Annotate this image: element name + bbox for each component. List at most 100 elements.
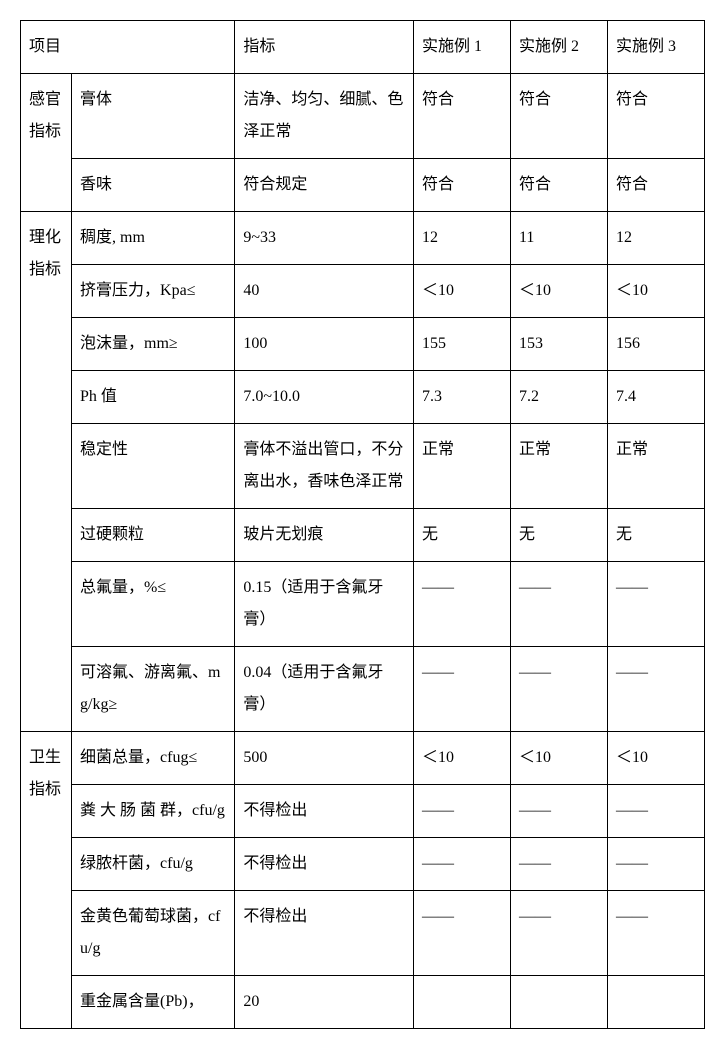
- cell-item: 香味: [72, 159, 235, 212]
- cell-ex2: 符合: [510, 159, 607, 212]
- cell-std: 9~33: [235, 212, 414, 265]
- cell-std: 500: [235, 732, 414, 785]
- cell-ex3: ＜10: [607, 265, 704, 318]
- row-pressure: 挤膏压力，Kpa≤ 40 ＜10 ＜10 ＜10: [21, 265, 705, 318]
- cell-ex1: 正常: [414, 424, 511, 509]
- cell-ex1: ——: [414, 891, 511, 976]
- cell-ex3: ＜10: [607, 732, 704, 785]
- cell-item: Ph 值: [72, 371, 235, 424]
- cell-std: 膏体不溢出管口，不分离出水，香味色泽正常: [235, 424, 414, 509]
- cell-ex2: ——: [510, 562, 607, 647]
- cell-std: 0.04（适用于含氟牙膏）: [235, 647, 414, 732]
- cell-ex3: 符合: [607, 74, 704, 159]
- cell-item: 总氟量，%≤: [72, 562, 235, 647]
- cell-ex1: ——: [414, 647, 511, 732]
- row-pseudo: 绿脓杆菌，cfu/g 不得检出 —— —— ——: [21, 838, 705, 891]
- cell-std: 符合规定: [235, 159, 414, 212]
- cell-ex1: ＜10: [414, 732, 511, 785]
- cell-item: 细菌总量，cfug≤: [72, 732, 235, 785]
- cell-ex2: 153: [510, 318, 607, 371]
- row-hardparticle: 过硬颗粒 玻片无划痕 无 无 无: [21, 509, 705, 562]
- header-project: 项目: [21, 21, 235, 74]
- cell-std: 40: [235, 265, 414, 318]
- spec-table: 项目 指标 实施例 1 实施例 2 实施例 3 感官指标 膏体 洁净、均匀、细腻…: [20, 20, 705, 1029]
- cell-ex2: 11: [510, 212, 607, 265]
- cell-ex3: 符合: [607, 159, 704, 212]
- cell-ex2: 正常: [510, 424, 607, 509]
- cell-ex2: ——: [510, 891, 607, 976]
- cell-ex3: ——: [607, 562, 704, 647]
- cell-ex1: 155: [414, 318, 511, 371]
- cell-ex3: ——: [607, 785, 704, 838]
- cell-ex3: ——: [607, 647, 704, 732]
- cell-item: 过硬颗粒: [72, 509, 235, 562]
- cell-std: 不得检出: [235, 785, 414, 838]
- cat-hygiene: 卫生指标: [21, 732, 72, 1029]
- cell-ex1: 无: [414, 509, 511, 562]
- cat-sensory: 感官指标: [21, 74, 72, 212]
- cell-ex1: ——: [414, 562, 511, 647]
- cell-ex2: 7.2: [510, 371, 607, 424]
- cell-std: 0.15（适用于含氟牙膏）: [235, 562, 414, 647]
- cell-std: 不得检出: [235, 838, 414, 891]
- cell-ex2: 无: [510, 509, 607, 562]
- cell-item: 泡沫量，mm≥: [72, 318, 235, 371]
- cell-std: 洁净、均匀、细腻、色泽正常: [235, 74, 414, 159]
- cat-physchem: 理化指标: [21, 212, 72, 732]
- cell-item: 粪 大 肠 菌 群，cfu/g: [72, 785, 235, 838]
- cell-ex1: 7.3: [414, 371, 511, 424]
- cell-ex2: [510, 976, 607, 1029]
- cell-item: 金黄色葡萄球菌，cfu/g: [72, 891, 235, 976]
- cell-ex3: 7.4: [607, 371, 704, 424]
- cell-ex3: ——: [607, 838, 704, 891]
- cell-ex2: 符合: [510, 74, 607, 159]
- header-ex1: 实施例 1: [414, 21, 511, 74]
- cell-ex3: ——: [607, 891, 704, 976]
- cell-item: 膏体: [72, 74, 235, 159]
- row-fragrance: 香味 符合规定 符合 符合 符合: [21, 159, 705, 212]
- cell-ex1: 符合: [414, 159, 511, 212]
- cell-item: 重金属含量(Pb)，: [72, 976, 235, 1029]
- cell-item: 绿脓杆菌，cfu/g: [72, 838, 235, 891]
- cell-ex1: [414, 976, 511, 1029]
- cell-ex3: 12: [607, 212, 704, 265]
- cell-ex2: ——: [510, 647, 607, 732]
- cell-ex3: 无: [607, 509, 704, 562]
- cell-std: 20: [235, 976, 414, 1029]
- row-heavymetal: 重金属含量(Pb)， 20: [21, 976, 705, 1029]
- cell-ex2: ——: [510, 785, 607, 838]
- row-viscosity: 理化指标 稠度, mm 9~33 12 11 12: [21, 212, 705, 265]
- row-paste: 感官指标 膏体 洁净、均匀、细腻、色泽正常 符合 符合 符合: [21, 74, 705, 159]
- cell-ex1: 12: [414, 212, 511, 265]
- header-row: 项目 指标 实施例 1 实施例 2 实施例 3: [21, 21, 705, 74]
- row-foam: 泡沫量，mm≥ 100 155 153 156: [21, 318, 705, 371]
- cell-ex3: 156: [607, 318, 704, 371]
- cell-item: 稳定性: [72, 424, 235, 509]
- cell-std: 不得检出: [235, 891, 414, 976]
- cell-item: 稠度, mm: [72, 212, 235, 265]
- row-stability: 稳定性 膏体不溢出管口，不分离出水，香味色泽正常 正常 正常 正常: [21, 424, 705, 509]
- cell-ex1: ——: [414, 838, 511, 891]
- cell-ex2: ＜10: [510, 265, 607, 318]
- header-ex2: 实施例 2: [510, 21, 607, 74]
- header-ex3: 实施例 3: [607, 21, 704, 74]
- row-totalf: 总氟量，%≤ 0.15（适用于含氟牙膏） —— —— ——: [21, 562, 705, 647]
- cell-ex2: ＜10: [510, 732, 607, 785]
- cell-ex1: ——: [414, 785, 511, 838]
- cell-ex3: 正常: [607, 424, 704, 509]
- cell-std: 玻片无划痕: [235, 509, 414, 562]
- cell-item: 可溶氟、游离氟、mg/kg≥: [72, 647, 235, 732]
- cell-ex1: ＜10: [414, 265, 511, 318]
- cell-ex3: [607, 976, 704, 1029]
- cell-std: 100: [235, 318, 414, 371]
- cell-item: 挤膏压力，Kpa≤: [72, 265, 235, 318]
- row-solublef: 可溶氟、游离氟、mg/kg≥ 0.04（适用于含氟牙膏） —— —— ——: [21, 647, 705, 732]
- row-bacteria: 卫生指标 细菌总量，cfug≤ 500 ＜10 ＜10 ＜10: [21, 732, 705, 785]
- header-standard: 指标: [235, 21, 414, 74]
- row-staph: 金黄色葡萄球菌，cfu/g 不得检出 —— —— ——: [21, 891, 705, 976]
- cell-ex1: 符合: [414, 74, 511, 159]
- cell-std: 7.0~10.0: [235, 371, 414, 424]
- cell-ex2: ——: [510, 838, 607, 891]
- row-fecal: 粪 大 肠 菌 群，cfu/g 不得检出 —— —— ——: [21, 785, 705, 838]
- row-ph: Ph 值 7.0~10.0 7.3 7.2 7.4: [21, 371, 705, 424]
